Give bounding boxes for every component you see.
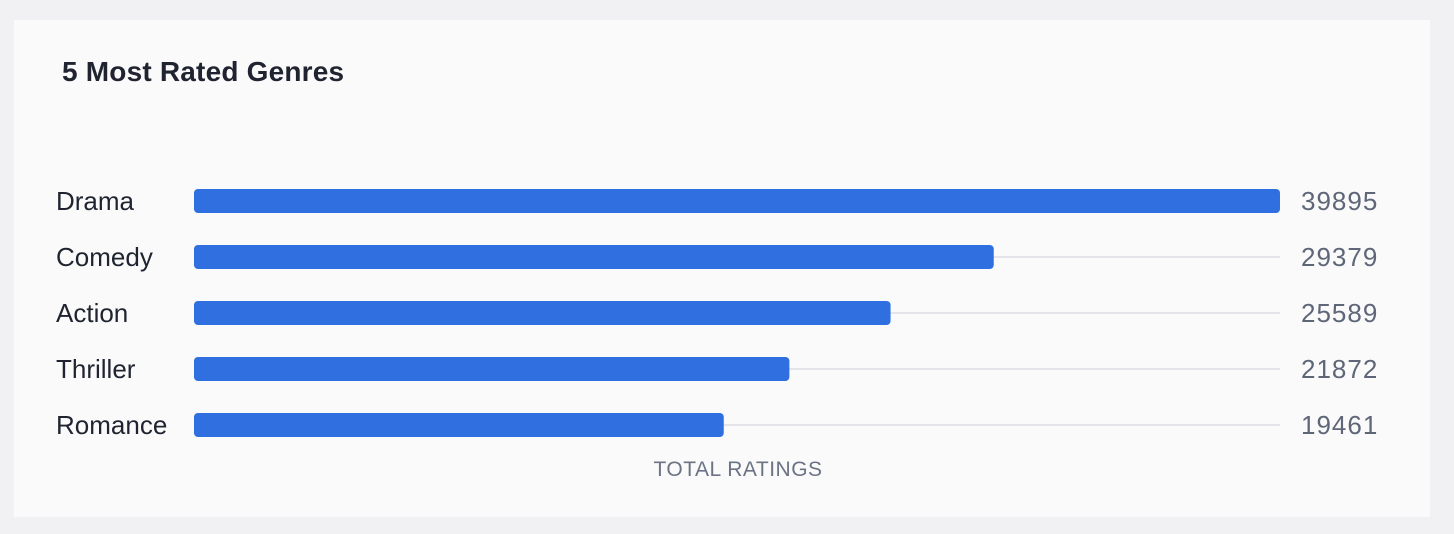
- category-label: Romance: [56, 410, 167, 440]
- x-axis-label: TOTAL RATINGS: [653, 458, 822, 481]
- value-label: 19461: [1301, 410, 1378, 440]
- category-label: Drama: [56, 186, 135, 216]
- bar-romance[interactable]: [194, 413, 724, 437]
- value-label: 39895: [1301, 186, 1378, 216]
- bar-thriller[interactable]: [194, 357, 790, 381]
- value-label: 29379: [1301, 242, 1378, 272]
- value-label: 25589: [1301, 298, 1378, 328]
- category-label: Comedy: [56, 242, 153, 272]
- bar-drama[interactable]: [194, 189, 1280, 213]
- bar-action[interactable]: [194, 301, 891, 325]
- chart-title: 5 Most Rated Genres: [62, 56, 345, 87]
- category-label: Thriller: [56, 354, 136, 384]
- bar-comedy[interactable]: [194, 245, 994, 269]
- category-label: Action: [56, 298, 128, 328]
- value-label: 21872: [1301, 354, 1378, 384]
- bar-rows: Drama 39895 Comedy 29379 Action 25589 Thriller…: [56, 186, 1378, 440]
